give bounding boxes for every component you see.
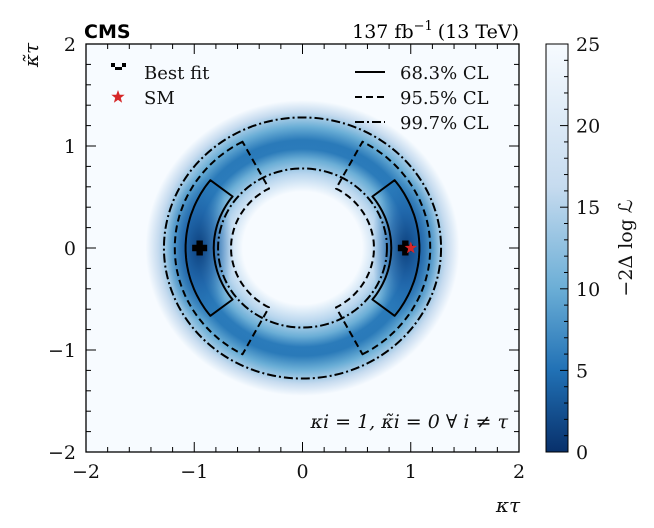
- legend-entry-99: 99.7% CL: [355, 113, 489, 134]
- x-axis-title: κτ: [495, 493, 521, 517]
- legend-label-99: 99.7% CL: [400, 113, 489, 134]
- colorbar-ticks: 0 5 10 15 20 25: [560, 34, 600, 464]
- best-fit-marker-icon: [111, 63, 126, 70]
- x-tick-label: 0: [296, 461, 308, 483]
- colorbar-tick-label: 0: [576, 442, 588, 464]
- annotation-text: κi = 1, κ̃i = 0 ∀ i ≠ τ: [310, 411, 509, 433]
- luminosity-exponent: −1: [414, 19, 433, 34]
- legend-entry-68: 68.3% CL: [355, 63, 489, 84]
- y-axis-title: κ̃τ: [19, 42, 43, 68]
- heatmap-minimum-region: [86, 44, 519, 452]
- y-tick-label: −2: [48, 442, 76, 464]
- colorbar-tick-label: 25: [576, 34, 600, 56]
- colorbar-title: −2Δ log ℒ: [615, 199, 637, 296]
- legend-label-sm: SM: [144, 88, 175, 109]
- plot-frame: [85, 43, 520, 453]
- best-fit-marker: [192, 240, 208, 256]
- plot-area: [85, 43, 520, 453]
- y-tick-label: 1: [64, 136, 76, 158]
- luminosity-value: 137 fb: [352, 21, 414, 43]
- confidence-contours: [162, 116, 443, 380]
- contour-683-left: [184, 179, 234, 317]
- x-tick-label: −2: [72, 461, 100, 483]
- x-tick-label: −1: [180, 461, 208, 483]
- colorbar-gradient: [545, 43, 569, 453]
- luminosity-label: 137 fb−1 (13 TeV): [352, 19, 519, 43]
- best-fit-marker: [397, 240, 413, 256]
- colorbar-tick-label: 10: [576, 279, 600, 301]
- legend-entry-sm: SM: [111, 88, 175, 109]
- contour-955-right: [335, 140, 432, 356]
- x-tick-label: 2: [513, 461, 525, 483]
- likelihood-heatmap: [86, 44, 519, 452]
- y-tick-label: −1: [48, 340, 76, 362]
- contour-997-inner: [217, 167, 388, 329]
- contour-683-right: [371, 179, 421, 317]
- x-tick-label: 1: [405, 461, 417, 483]
- energy-value: (13 TeV): [438, 21, 519, 43]
- colorbar-tick-label: 15: [576, 197, 600, 219]
- legend-label-95: 95.5% CL: [400, 88, 489, 109]
- colorbar: 0 5 10 15 20 25 −2Δ log ℒ: [545, 34, 637, 464]
- legend: Best fit SM 68.3% CL 95.5% CL 99.7% CL: [111, 63, 489, 134]
- contour-997-outer: [162, 116, 443, 380]
- contour-955-left: [173, 140, 270, 356]
- legend-label-68: 68.3% CL: [400, 63, 489, 84]
- legend-label-best-fit: Best fit: [144, 63, 210, 84]
- colorbar-tick-label: 5: [576, 360, 588, 382]
- fit-markers: [192, 240, 417, 256]
- experiment-label: CMS: [84, 21, 131, 43]
- y-tick-label: 0: [64, 238, 76, 260]
- colorbar-tick-label: 20: [576, 116, 600, 138]
- legend-entry-95: 95.5% CL: [355, 88, 489, 109]
- sm-marker: [404, 241, 417, 254]
- legend-entry-best-fit: Best fit: [111, 63, 210, 84]
- y-tick-label: 2: [64, 34, 76, 56]
- sm-marker-icon: [111, 90, 125, 103]
